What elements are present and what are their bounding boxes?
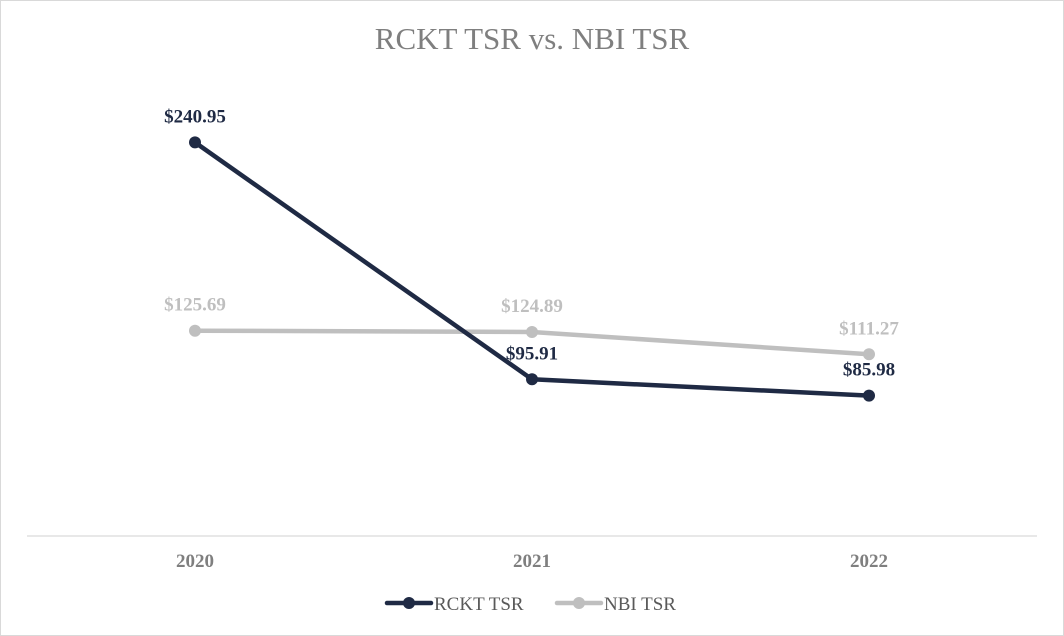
data-point-nbi-tsr-2022 xyxy=(863,348,875,361)
data-labels: $240.95 $95.91 $85.98 $125.69 $124.89 $111.27 xyxy=(164,106,899,380)
legend-item-nbi-tsr: NBI TSR xyxy=(554,594,676,615)
legend-marker-nbi-tsr xyxy=(573,597,585,609)
data-point-nbi-tsr-2021 xyxy=(526,326,538,338)
data-point-rckt-tsr-2022 xyxy=(863,389,875,402)
legend-marker-rckt-tsr xyxy=(403,597,415,609)
chart-title: RCKT TSR vs. NBI TSR xyxy=(375,21,690,56)
data-label-nbi-tsr-2021: $124.89 xyxy=(501,296,563,317)
data-label-nbi-tsr-2020: $125.69 xyxy=(164,295,226,316)
x-tick-label-2022: 2022 xyxy=(850,551,888,572)
data-point-rckt-tsr-2020 xyxy=(189,136,201,149)
data-label-rckt-tsr-2022: $85.98 xyxy=(843,360,895,381)
legend-label-nbi-tsr: NBI TSR xyxy=(604,594,676,615)
legend-label-rckt-tsr: RCKT TSR xyxy=(434,594,524,615)
data-point-rckt-tsr-2021 xyxy=(526,373,538,386)
legend-item-rckt-tsr: RCKT TSR xyxy=(384,594,524,615)
series-layer xyxy=(189,136,875,402)
data-label-rckt-tsr-2021: $95.91 xyxy=(506,343,558,364)
data-label-nbi-tsr-2022: $111.27 xyxy=(839,318,899,339)
data-label-rckt-tsr-2020: $240.95 xyxy=(164,106,226,127)
x-axis-tick-labels: 2020 2021 2022 xyxy=(176,551,888,572)
legend: RCKT TSR NBI TSR xyxy=(384,594,676,615)
x-tick-label-2020: 2020 xyxy=(176,551,214,572)
x-tick-label-2021: 2021 xyxy=(513,551,551,572)
data-point-nbi-tsr-2020 xyxy=(189,324,201,337)
